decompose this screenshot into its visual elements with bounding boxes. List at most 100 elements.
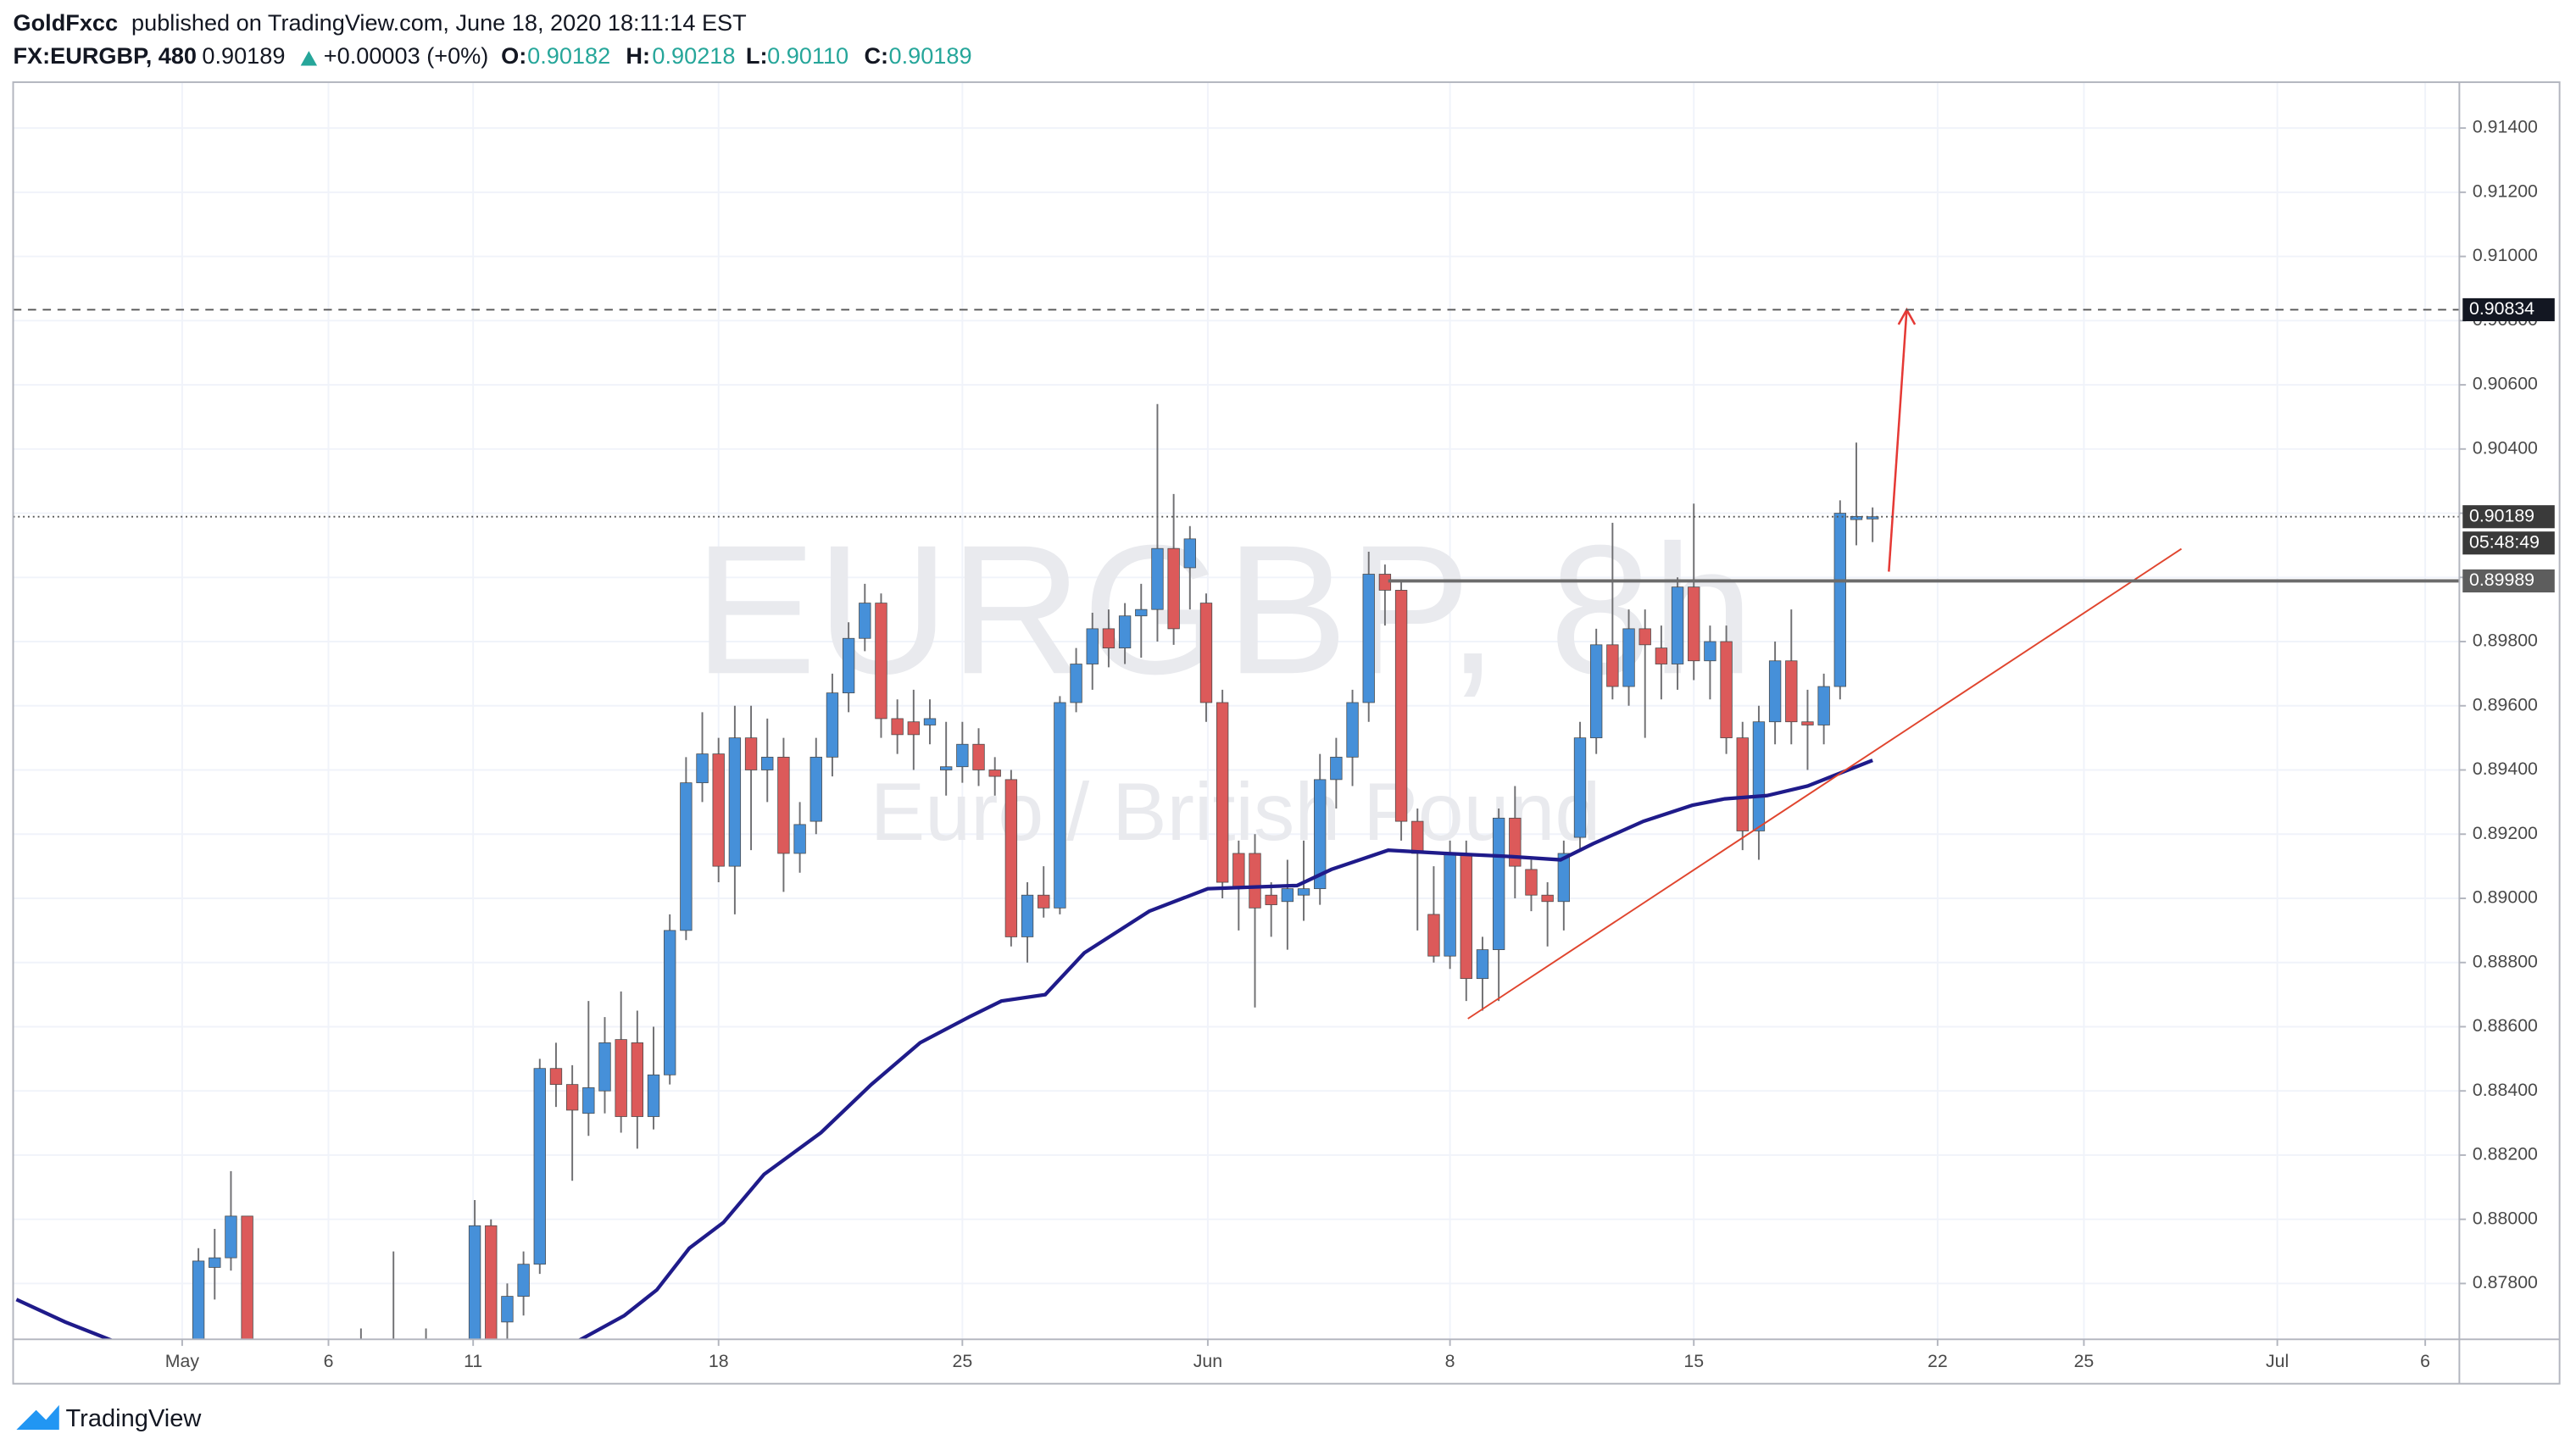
up-arrow-icon (300, 51, 318, 66)
watermark-subtitle: Euro / British Pound (871, 765, 1601, 858)
candle-body (1704, 641, 1716, 662)
symbol: FX:EURGBP, 480 (14, 42, 198, 69)
candle-body (565, 1084, 579, 1111)
brand: TradingView (66, 1405, 203, 1432)
candle-body (875, 603, 887, 720)
candle-body (1606, 644, 1619, 687)
candle-body (1801, 721, 1814, 725)
candle-body (1297, 888, 1310, 896)
y-tick-label: 0.90600 (2473, 374, 2538, 394)
candle-body (1004, 779, 1018, 937)
plot-area (13, 307, 2460, 1340)
candle-body (1314, 779, 1327, 890)
candle-body (1394, 590, 1408, 822)
countdown-label-box (2462, 531, 2555, 555)
candle-body (533, 1068, 546, 1265)
candle-body (664, 930, 676, 1075)
candle-body (1460, 853, 1472, 980)
x-tick-label: 15 (1683, 1351, 1704, 1371)
candle-body (1768, 660, 1782, 723)
target-arrow (1888, 309, 1908, 572)
candle-body (1720, 641, 1733, 739)
x-tick-label: 11 (464, 1351, 482, 1371)
published: published on TradingView.com, June 18, 2… (131, 9, 747, 36)
resistance-label: 0.89989 (2469, 570, 2534, 590)
candle-body (1346, 702, 1359, 758)
y-tick-label: 0.91400 (2473, 117, 2538, 137)
candle-body (680, 782, 693, 931)
logo (16, 1404, 59, 1430)
close-label: C: (864, 42, 888, 69)
open-label: O: (501, 42, 526, 69)
candle-body (468, 1225, 481, 1340)
candle-body (777, 756, 790, 854)
candle-body (939, 766, 953, 770)
x-tick-label: 8 (1445, 1351, 1455, 1371)
candle-body (1151, 547, 1164, 610)
price: 0.90189 (202, 42, 285, 69)
x-tick-label: May (165, 1351, 200, 1371)
y-tick-label: 0.89000 (2473, 887, 2538, 908)
candle-body (1833, 513, 1846, 687)
y-tick-label: 0.89400 (2473, 759, 2538, 779)
candle-body (1118, 615, 1132, 648)
candle-body (1038, 894, 1050, 909)
logo-mark (16, 1404, 59, 1430)
candle-body (1525, 869, 1538, 896)
candle-body (1671, 586, 1684, 664)
y-tick-label: 0.91200 (2473, 181, 2538, 201)
candle-body (1362, 574, 1375, 703)
candle-body (859, 603, 871, 639)
x-tick-label: 6 (2420, 1351, 2430, 1371)
x-tick-label: 22 (1928, 1351, 1948, 1371)
candle-body (1183, 538, 1196, 569)
candle-body (761, 756, 774, 770)
candle-body (1199, 603, 1213, 703)
candle-body (810, 756, 822, 822)
candle-body (1330, 756, 1343, 781)
resistance-label-box (2462, 569, 2555, 593)
y-tick-label: 0.88400 (2473, 1080, 2538, 1100)
candle-body (1622, 628, 1635, 687)
candle-body (647, 1074, 660, 1117)
y-tick-label: 0.89200 (2473, 823, 2538, 843)
change: +0.00003 (+0%) (324, 42, 489, 69)
candle-body (225, 1215, 237, 1259)
last-price-label: 0.90189 (2469, 505, 2534, 525)
header-line-1: GoldFxcc published on TradingView.com, J… (14, 9, 747, 36)
high-label: H: (626, 42, 650, 69)
x-tick-label: 6 (324, 1351, 334, 1371)
y-tick-label: 0.88200 (2473, 1144, 2538, 1164)
header-line-2: FX:EURGBP, 480 0.90189 +0.00003 (+0%) O:… (14, 42, 972, 69)
candle-body (1752, 721, 1766, 831)
y-tick-label: 0.88600 (2473, 1015, 2538, 1036)
target-level-label-box (2462, 297, 2555, 322)
author: GoldFxcc (14, 9, 119, 36)
x-tick-label: 25 (952, 1351, 972, 1371)
candle-body (1135, 609, 1148, 617)
y-tick-label: 0.87800 (2473, 1272, 2538, 1292)
candle-body (1688, 586, 1700, 662)
countdown-label: 05:48:49 (2469, 531, 2540, 552)
x-tick-label: 18 (709, 1351, 729, 1371)
candle-body (728, 737, 742, 867)
candle-body (631, 1042, 644, 1117)
candle-body (1167, 547, 1180, 630)
candle-body (1736, 737, 1749, 831)
candle-body (891, 718, 904, 736)
candle-body (1411, 820, 1424, 854)
candle-body (696, 753, 709, 784)
low-label: L: (746, 42, 768, 69)
open-value: 0.90182 (527, 42, 610, 69)
y-tick-label: 0.90400 (2473, 437, 2538, 458)
candle-body (972, 743, 985, 770)
candle-body (1817, 686, 1830, 725)
candle-body (1021, 894, 1034, 937)
x-tick-label: Jun (1193, 1351, 1222, 1371)
candle-body (1655, 647, 1668, 664)
candle-body (712, 753, 725, 867)
candle-body (615, 1039, 627, 1117)
candle-body (1070, 664, 1082, 703)
candle-body (1785, 660, 1798, 723)
